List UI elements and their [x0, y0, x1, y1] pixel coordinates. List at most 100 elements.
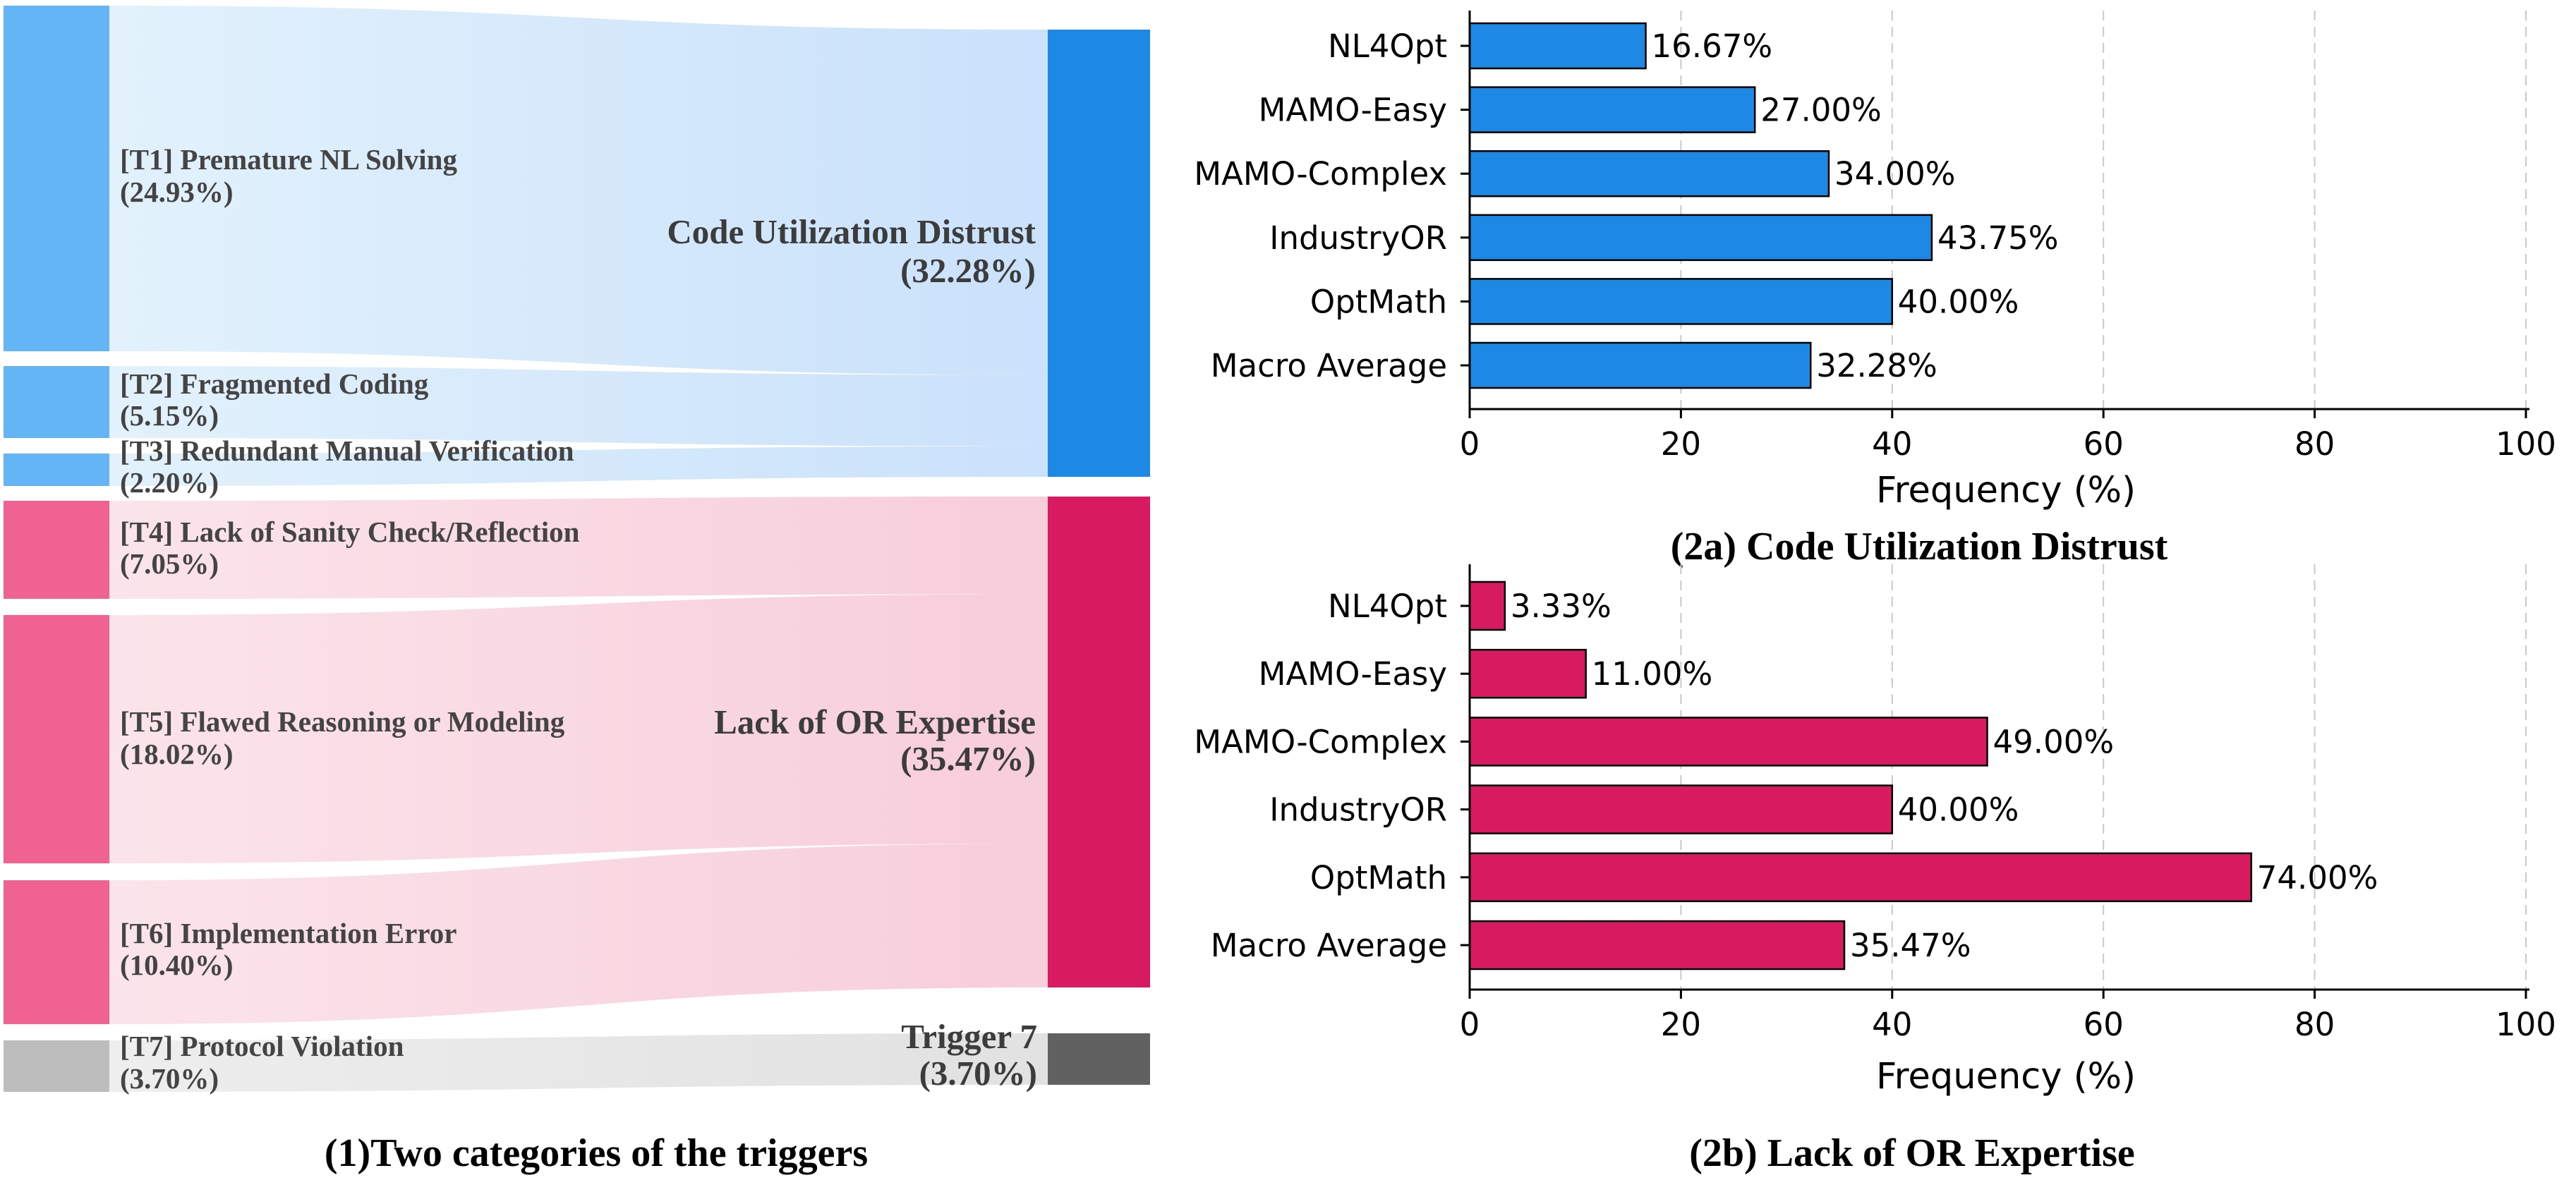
x-tick-label: 80: [2294, 425, 2335, 463]
bar-mamo-easy: [1468, 648, 1587, 699]
value-label: 16.67%: [1652, 28, 1773, 65]
x-tick-label: 0: [1460, 425, 1480, 463]
value-label: 3.33%: [1511, 588, 1611, 625]
x-tick-label: 20: [1661, 1006, 1701, 1043]
trigger-t5-name: [T5] Flawed Reasoning or Modeling: [120, 705, 565, 738]
bar-optmath: [1468, 278, 1894, 325]
sankey-links: [109, 6, 1048, 1092]
sankey-node-t6: [4, 880, 109, 1024]
chart-2a-title: (2a) Code Utilization Distrust: [1671, 525, 2168, 568]
value-label: 49.00%: [1993, 723, 2115, 760]
category-label: NL4Opt: [1328, 588, 1447, 625]
sankey-node-cud: [1048, 30, 1150, 477]
x-tick-label: 0: [1460, 1006, 1480, 1043]
chart-2a-axes: [1461, 11, 2529, 411]
sankey-node-t5: [4, 615, 109, 863]
trigger-t1-name: [T1] Premature NL Solving: [120, 143, 457, 176]
category-label: IndustryOR: [1269, 791, 1447, 829]
category-label: Macro Average: [1211, 927, 1447, 964]
chart-2b-grid: [1680, 564, 2527, 990]
category-label: MAMO-Complex: [1194, 155, 1447, 193]
sankey-node-lor: [1048, 497, 1150, 987]
x-tick-label: 60: [2084, 1006, 2124, 1043]
value-label: 35.47%: [1850, 927, 1971, 964]
chart-2b-axes: [1461, 564, 2529, 991]
category-trig7-pct: (3.70%): [919, 1054, 1037, 1093]
value-label: 34.00%: [1834, 155, 1956, 193]
value-label: 32.28%: [1816, 347, 1937, 384]
x-tick-label: 100: [2496, 425, 2556, 463]
value-label: 11.00%: [1592, 655, 1713, 693]
sankey-link-t4: [109, 497, 1048, 599]
bar-chart-2a: NL4Opt MAMO-Easy MAMO-Complex IndustryOR Opt…: [1194, 11, 2556, 568]
x-tick-label: 40: [1872, 1006, 1912, 1043]
trigger-t6-pct: (10.40%): [120, 949, 234, 981]
trigger-t4-name: [T4] Lack of Sanity Check/Reflection: [120, 516, 580, 548]
bar-mamo-complex: [1468, 717, 1988, 767]
sankey-node-t1: [4, 6, 109, 351]
x-tick-label: 100: [2496, 1006, 2556, 1043]
x-tick-label: 20: [1661, 425, 1701, 463]
bar-industryor: [1468, 784, 1894, 834]
category-label: NL4Opt: [1328, 28, 1447, 65]
trigger-t3-pct: (2.20%): [120, 466, 219, 499]
category-label: MAMO-Complex: [1194, 723, 1447, 760]
sankey-panel: [T1] Premature NL Solving (24.93%) [T2] …: [4, 6, 1150, 1175]
bar-mamo-easy: [1468, 86, 1756, 133]
sankey-caption: (1)Two categories of the triggers: [325, 1131, 868, 1175]
value-label: 40.00%: [1898, 283, 2019, 320]
trigger-t5-pct: (18.02%): [120, 738, 234, 770]
sankey-category-nodes: [1048, 30, 1150, 1085]
category-cud-name: Code Utilization Distrust: [667, 212, 1036, 251]
category-label: Macro Average: [1211, 347, 1447, 384]
chart-2b-title: (2b) Lack of OR Expertise: [1689, 1131, 2135, 1175]
trigger-t7-name: [T7] Protocol Violation: [120, 1030, 404, 1062]
chart-2a-value-labels: 16.67% 27.00% 34.00% 43.75% 40.00% 32.28%: [1652, 28, 2059, 384]
bar-macro-average: [1468, 341, 1812, 389]
category-labels: Code Utilization Distrust (32.28%) Lack …: [667, 212, 1037, 1093]
sankey-node-trig7: [1048, 1033, 1150, 1085]
bar-optmath: [1468, 852, 2253, 903]
category-lor-name: Lack of OR Expertise: [714, 703, 1036, 741]
sankey-node-t4: [4, 501, 109, 599]
sankey-node-t7: [4, 1040, 109, 1092]
x-tick-label: 40: [1872, 425, 1912, 463]
bar-macro-average: [1468, 920, 1846, 971]
trigger-t2-pct: (5.15%): [120, 399, 219, 432]
category-cud-pct: (32.28%): [900, 251, 1036, 290]
bar-nl4opt: [1468, 580, 1506, 631]
category-label: OptMath: [1310, 283, 1447, 320]
chart-2b-bars: [1468, 580, 2253, 971]
category-label: OptMath: [1310, 859, 1447, 896]
chart-2a-category-labels: NL4Opt MAMO-Easy MAMO-Complex IndustryOR Opt…: [1194, 28, 1447, 384]
bar-nl4opt: [1468, 22, 1647, 70]
category-label: MAMO-Easy: [1259, 655, 1447, 693]
x-tick-label: 60: [2084, 425, 2124, 463]
chart-2b-x-ticks: 0 20 40 60 80 100: [1460, 990, 2556, 1043]
trigger-t7-pct: (3.70%): [120, 1062, 219, 1095]
value-label: 43.75%: [1937, 219, 2059, 257]
sankey-link-t3: [109, 446, 1048, 486]
chart-2a-x-ticks: 0 20 40 60 80 100: [1460, 409, 2556, 463]
chart-2a-xlabel: Frequency (%): [1876, 470, 2136, 511]
sankey-link-t6: [109, 843, 1048, 1024]
trigger-t4-pct: (7.05%): [120, 547, 219, 580]
sankey-trigger-nodes: [4, 6, 109, 1092]
category-label: MAMO-Easy: [1259, 92, 1447, 129]
sankey-node-t2: [4, 366, 109, 438]
sankey-link-t2: [109, 366, 1048, 446]
value-label: 74.00%: [2257, 859, 2378, 896]
bar-industryor: [1468, 214, 1933, 262]
trigger-t1-pct: (24.93%): [120, 176, 234, 208]
category-lor-pct: (35.47%): [900, 739, 1036, 778]
trigger-t2-name: [T2] Fragmented Coding: [120, 367, 429, 400]
sankey-link-t5: [109, 594, 1048, 863]
bar-chart-2b: NL4Opt MAMO-Easy MAMO-Complex IndustryOR Opt…: [1194, 564, 2556, 1175]
chart-2b-value-labels: 3.33% 11.00% 49.00% 40.00% 74.00% 35.47%: [1511, 588, 2378, 964]
trigger-labels: [T1] Premature NL Solving (24.93%) [T2] …: [120, 143, 580, 1095]
chart-2b-xlabel: Frequency (%): [1876, 1056, 2136, 1097]
x-tick-label: 80: [2294, 1006, 2335, 1043]
bar-mamo-complex: [1468, 150, 1830, 197]
trigger-t6-name: [T6] Implementation Error: [120, 917, 457, 949]
